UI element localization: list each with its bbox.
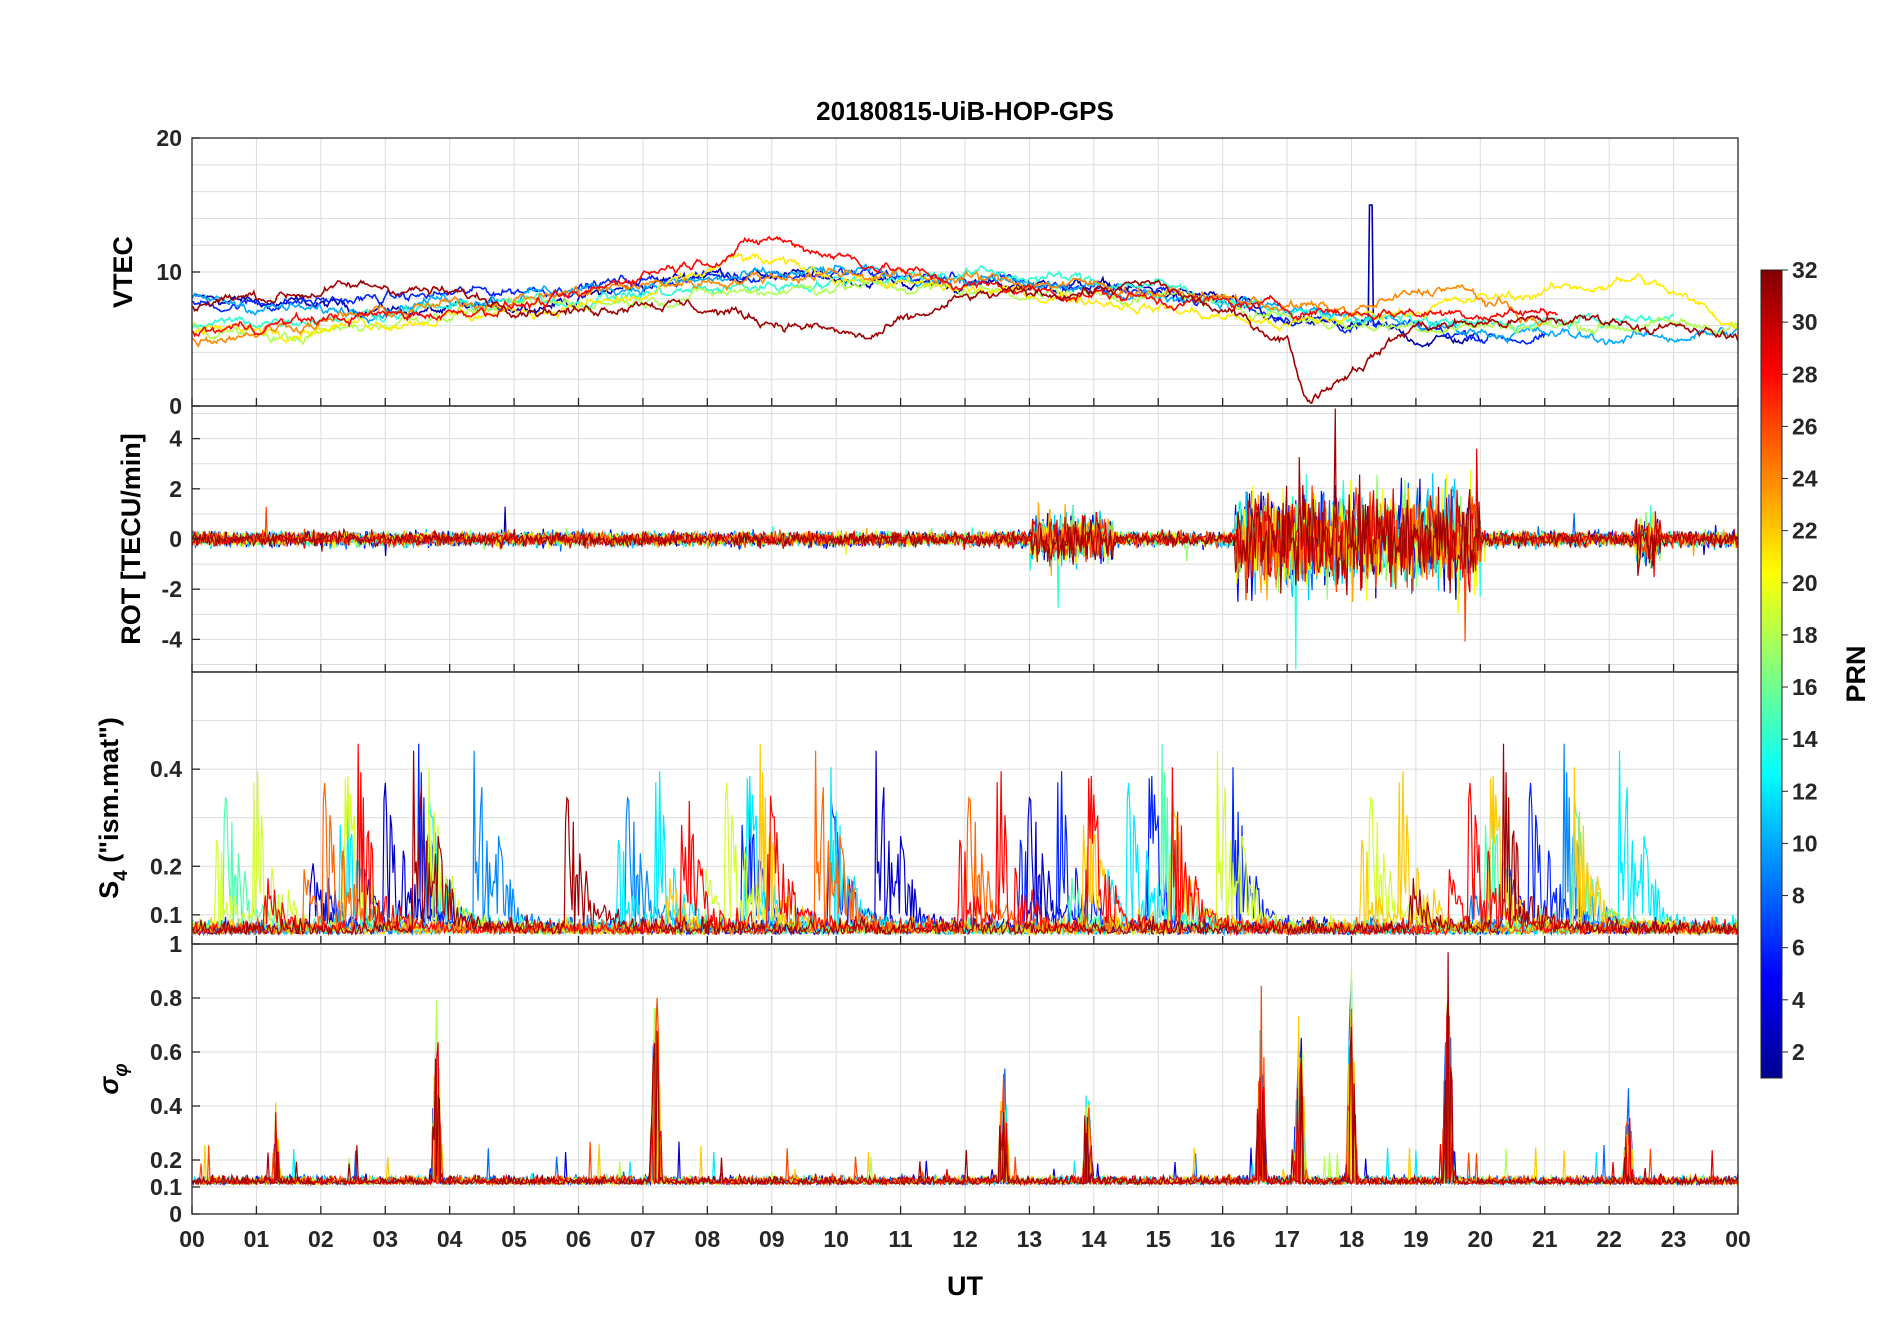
x-tick-label: 14	[1081, 1226, 1107, 1252]
colorbar-tick-label: 6	[1792, 935, 1805, 961]
x-tick-label: 00	[179, 1226, 205, 1252]
vtec-line-prn-18	[192, 279, 1738, 346]
x-tick-label: 19	[1403, 1226, 1429, 1252]
colorbar-tick-label: 30	[1792, 309, 1818, 335]
x-tick-label: 03	[372, 1226, 398, 1252]
x-tick-label: 16	[1210, 1226, 1236, 1252]
sigma-phi-axes-frame	[191, 943, 1739, 1215]
vtec-line-prn-24	[192, 266, 1546, 348]
vtec-grid	[191, 138, 1739, 406]
x-tick-label: 11	[888, 1226, 913, 1252]
sigma-phi-series	[192, 952, 1738, 1187]
rot-series	[192, 408, 1738, 670]
colorbar-tick-label: 2	[1792, 1039, 1805, 1065]
sigma-phi-y-tick-label: 0.4	[150, 1093, 182, 1119]
s4-line-prn-28	[192, 743, 1738, 937]
chart-title: 20180815-UiB-HOP-GPS	[816, 96, 1114, 126]
rot-line-prn-31	[192, 408, 1738, 596]
vtec-line-prn-28	[192, 235, 1558, 338]
x-tick-label: 23	[1661, 1226, 1687, 1252]
vtec-y-tick-label: 20	[156, 125, 182, 151]
sigma-phi-y-tick-label: 0.8	[150, 985, 182, 1011]
x-tick-label: 21	[1532, 1226, 1558, 1252]
rot-y-label: ROT [TECU/min]	[116, 433, 146, 644]
x-tick-label: 07	[630, 1226, 656, 1252]
colorbar-tick-label: 26	[1792, 413, 1818, 439]
s4-y-tick-label: 0.2	[150, 853, 182, 879]
x-tick-label: 10	[823, 1226, 849, 1252]
sigma-phi-grid	[191, 944, 1739, 1214]
s4-panel: 0.1 0.2 0.4 S4 ("ism.mat")	[94, 671, 1739, 945]
s4-series	[192, 743, 1738, 937]
vtec-y-tick-label: 10	[156, 259, 182, 285]
colorbar-tick-label: 14	[1792, 726, 1818, 752]
vtec-line-prn-14	[192, 265, 1675, 335]
sigma-phi-y-tick-label: 0.2	[150, 1147, 182, 1173]
colorbar-tick-label: 16	[1792, 674, 1818, 700]
rot-line-prn-29	[192, 448, 1738, 593]
sigma-phi-line-prn-31	[192, 952, 1738, 1187]
x-tick-label: 02	[308, 1226, 334, 1252]
colorbar-tick-label: 4	[1792, 987, 1805, 1013]
colorbar-tick-label: 28	[1792, 361, 1818, 387]
vtec-y-ticks: 0 10 20	[156, 125, 200, 419]
x-tick-label: 08	[695, 1226, 721, 1252]
vtec-y-label: VTEC	[108, 236, 138, 308]
x-axis-label: UT	[947, 1271, 983, 1301]
x-tick-label: 18	[1339, 1226, 1365, 1252]
rot-y-tick-label: -4	[162, 626, 183, 652]
colorbar-tick-label: 24	[1792, 466, 1818, 492]
colorbar-tick-label: 18	[1792, 622, 1818, 648]
rot-y-ticks: -4 -2 0 2 4	[162, 426, 200, 652]
colorbar-tick-label: 10	[1792, 830, 1818, 856]
x-tick-label: 12	[952, 1226, 978, 1252]
s4-y-tick-label: 0.1	[150, 902, 182, 928]
colorbar-tick-label: 22	[1792, 518, 1818, 544]
sigma-phi-y-tick-label: 0.1	[150, 1174, 182, 1200]
x-tick-label: 20	[1468, 1226, 1494, 1252]
x-tick-label: 17	[1274, 1226, 1300, 1252]
rot-y-tick-label: 2	[169, 476, 182, 502]
sigma-phi-y-tick-label: 1	[169, 931, 182, 957]
colorbar-label: PRN	[1841, 645, 1871, 702]
vtec-series	[192, 204, 1738, 405]
rot-y-tick-label: 0	[169, 526, 182, 552]
colorbar-tick-label: 8	[1792, 883, 1805, 909]
colorbar-bar	[1760, 269, 1783, 1079]
x-tick-label: 22	[1596, 1226, 1622, 1252]
sigma-phi-panel: 00.10.2 0.4 0.6 0.8 1 σφ	[94, 931, 1739, 1227]
sigma-phi-y-ticks: 00.10.2 0.4 0.6 0.8 1	[150, 931, 200, 1227]
vtec-y-tick-label: 0	[169, 393, 182, 419]
x-tick-label: 15	[1145, 1226, 1171, 1252]
x-tick-label: 13	[1017, 1226, 1043, 1252]
colorbar-tick-label: 32	[1792, 257, 1818, 283]
vtec-panel: 0 10 20 VTEC	[108, 125, 1739, 419]
s4-y-label: S4 ("ism.mat")	[94, 717, 132, 899]
x-tick-label: 05	[501, 1226, 527, 1252]
vtec-line-prn-31	[192, 279, 1738, 405]
x-tick-label: 06	[566, 1226, 592, 1252]
rot-y-tick-label: -2	[162, 576, 182, 602]
x-tick-label: 09	[759, 1226, 785, 1252]
x-tick-label: 01	[244, 1226, 270, 1252]
sigma-phi-y-tick-label: 0.6	[150, 1039, 182, 1065]
s4-y-ticks: 0.1 0.2 0.4	[150, 756, 200, 928]
sigma-phi-y-label: σφ	[94, 1063, 132, 1094]
vtec-line-prn-21	[192, 252, 1738, 344]
s4-y-tick-label: 0.4	[150, 756, 182, 782]
x-tick-label: 04	[437, 1226, 463, 1252]
x-tick-labels: 00 01 02 03 04 05 06 07 08 09 10 11 12 13 14 15 16 17 18 19…	[179, 1226, 1751, 1252]
sigma-phi-y-tick-label: 0	[169, 1201, 182, 1227]
colorbar-tick-label: 12	[1792, 778, 1818, 804]
colorbar-tick-label: 20	[1792, 570, 1818, 596]
x-tick-label: 00	[1725, 1226, 1751, 1252]
s4-line-prn-31	[192, 743, 1738, 937]
rot-y-tick-label: 4	[169, 426, 182, 452]
rot-panel: -4 -2 0 2 4 ROT [TECU/min]	[116, 405, 1739, 673]
